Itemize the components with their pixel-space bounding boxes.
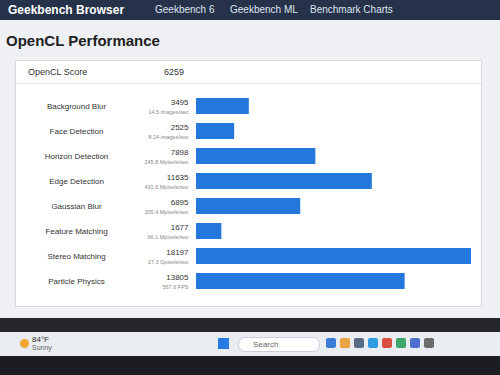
html-text:84°F: 84°F — [32, 335, 49, 344]
html-text:OpenCL Performance: OpenCL Performance — [6, 32, 160, 49]
html-text:Geekbench ML: Geekbench ML — [230, 4, 298, 15]
svg-text:Feature Matching: Feature Matching — [45, 227, 107, 236]
svg-text:14.5 images/sec: 14.5 images/sec — [148, 109, 188, 115]
svg-text:Background Blur: Background Blur — [47, 102, 106, 111]
svg-text:11635: 11635 — [167, 173, 189, 182]
svg-text:567.6 FPS: 567.6 FPS — [163, 284, 189, 290]
html-text:OpenCL Score: OpenCL Score — [28, 67, 88, 77]
html-text:Search: Search — [253, 340, 279, 349]
svg-text:Edge Detection: Edge Detection — [49, 177, 104, 186]
svg-text:Particle Physics: Particle Physics — [48, 277, 104, 286]
svg-text:Stereo Matching: Stereo Matching — [47, 252, 105, 261]
html-text:6259: 6259 — [164, 67, 184, 77]
svg-text:Face Detection: Face Detection — [50, 127, 104, 136]
svg-text:2525: 2525 — [171, 123, 189, 132]
svg-text:18197: 18197 — [166, 248, 189, 257]
svg-text:305.4 Mpixels/sec: 305.4 Mpixels/sec — [144, 209, 188, 215]
svg-text:8.24 images/sec: 8.24 images/sec — [148, 134, 188, 140]
svg-text:13805: 13805 — [166, 273, 189, 282]
svg-text:Horizon Detection: Horizon Detection — [45, 152, 109, 161]
html-text:Sunny: Sunny — [32, 344, 52, 351]
svg-text:6895: 6895 — [171, 198, 189, 207]
svg-text:66.1 Mpixels/sec: 66.1 Mpixels/sec — [148, 234, 189, 240]
html-text:Geekbench 6: Geekbench 6 — [155, 4, 215, 15]
svg-text:17.3 Gpixels/sec: 17.3 Gpixels/sec — [148, 259, 189, 265]
svg-text:431.6 Mpixels/sec: 431.6 Mpixels/sec — [144, 184, 188, 190]
svg-text:245.8 Mpixels/sec: 245.8 Mpixels/sec — [144, 159, 188, 165]
svg-text:Gaussian Blur: Gaussian Blur — [51, 202, 102, 211]
svg-text:3495: 3495 — [171, 98, 189, 107]
html-text:Benchmark Charts: Benchmark Charts — [310, 4, 393, 15]
svg-text:1677: 1677 — [171, 223, 189, 232]
svg-text:7898: 7898 — [171, 148, 189, 157]
html-text:Geekbench Browser: Geekbench Browser — [8, 3, 124, 17]
